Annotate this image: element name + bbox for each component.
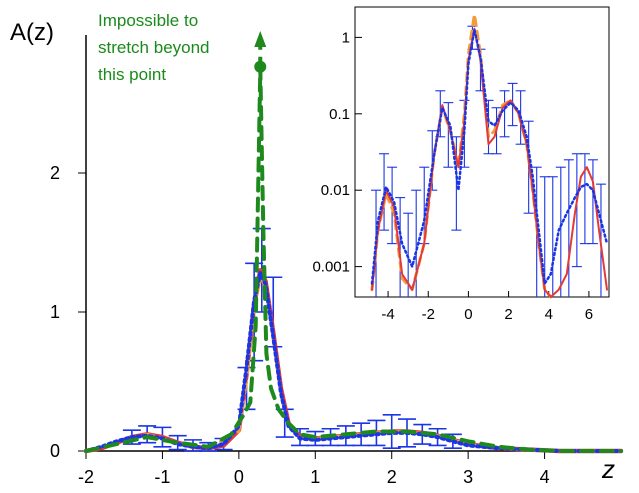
inset-x-tick-label: 4 xyxy=(545,306,553,323)
x-tick-label: -1 xyxy=(154,467,170,487)
annotation-line-2: stretch beyond xyxy=(98,38,210,57)
inset-error-bar xyxy=(547,176,558,297)
main-series-line xyxy=(84,66,623,453)
inset-x-tick-label: 6 xyxy=(585,306,593,323)
annotation: Impossible to stretch beyond this point xyxy=(98,11,210,84)
x-tick-label: 1 xyxy=(310,467,320,487)
main-axis-ticks: -2 -1 0 1 2 3 4 0 1 2 xyxy=(50,163,550,487)
inset-axis-ticks: -4 -2 0 2 4 6 0.001 0.01 0.1 1 xyxy=(312,29,593,323)
inset-error-bar xyxy=(387,166,398,245)
main-plot-area xyxy=(83,31,624,454)
inset-error-bar xyxy=(499,90,510,138)
main-series-line xyxy=(84,275,623,453)
inset-error-bar xyxy=(587,159,598,245)
inset-error-bar xyxy=(563,159,574,297)
inset-y-tick-label: 0.001 xyxy=(312,259,350,276)
inset-plot-area xyxy=(370,12,609,299)
x-tick-label: 2 xyxy=(387,467,397,487)
inset-y-tick-label: 0.01 xyxy=(321,182,350,199)
inset-error-bar xyxy=(443,102,454,168)
inset-error-bar xyxy=(395,197,406,297)
inset-y-tick-label: 1 xyxy=(342,29,350,46)
inset-error-bar xyxy=(555,166,566,297)
inset-series-line xyxy=(370,28,609,285)
inset-chart: -4 -2 0 2 4 6 0.001 0.01 0.1 1 xyxy=(312,6,610,323)
inset-x-tick-label: 2 xyxy=(504,306,512,323)
y-tick-label: 1 xyxy=(50,302,60,322)
x-axis-label: z xyxy=(601,454,615,484)
inset-x-tick-label: -2 xyxy=(422,306,435,323)
main-series-line xyxy=(84,271,623,453)
inset-series-line xyxy=(371,27,608,298)
x-tick-label: -2 xyxy=(78,467,94,487)
annotation-line-1: Impossible to xyxy=(98,11,198,30)
x-tick-label: 3 xyxy=(463,467,473,487)
x-tick-label: 4 xyxy=(540,467,550,487)
y-axis-label: A(z) xyxy=(10,19,54,46)
y-tick-label: 0 xyxy=(50,441,60,461)
annotation-line-3: this point xyxy=(98,65,166,84)
inset-x-tick-label: 0 xyxy=(464,306,472,323)
x-tick-label: 0 xyxy=(234,467,244,487)
inset-y-tick-label: 0.1 xyxy=(329,106,350,123)
inset-error-bar xyxy=(523,120,534,214)
peak-arrow-head xyxy=(254,31,267,47)
y-tick-label: 2 xyxy=(50,163,60,183)
inset-background xyxy=(354,6,610,298)
inset-x-tick-label: -4 xyxy=(381,306,394,323)
